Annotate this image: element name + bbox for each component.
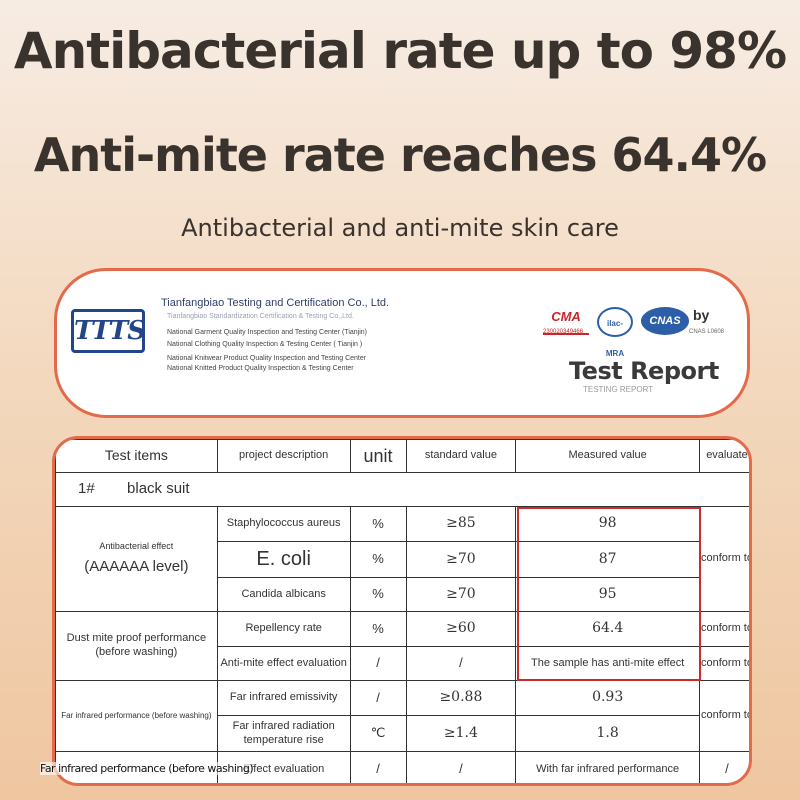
row-unit: / [349,680,407,716]
row-standard: ≥70 [405,541,517,578]
dust-mite-note: (before washing) [95,646,178,658]
row-standard: ≥60 [405,611,517,647]
org-line: National Knitted Product Quality Inspect… [167,365,354,372]
report-title: Test Report [569,357,719,385]
row-description: Anti-mite effect evaluation [216,646,351,681]
header-evaluate: evaluate [698,439,749,473]
cma-badge-icon: CMA [543,309,589,335]
header-measured-value: Measured value [515,439,700,473]
cma-number: 230020349466 [543,329,584,335]
subheading: Antibacterial and anti-mite skin care [181,214,619,242]
org-line: Tianfangbiao Standardization Certificati… [167,313,354,320]
table-row: Anti-mite effect evaluation / / The samp… [56,646,749,681]
table-row: Far infrared performance (before washing… [55,680,749,752]
row-unit: % [349,541,407,578]
row-evaluate: / [698,751,749,783]
row-description: Candida albicans [216,577,351,612]
row-measured: 0.93 [515,680,700,716]
header-unit: unit [349,439,407,473]
header-test-items: Test items [55,439,218,473]
row-measured: 98 [515,506,700,542]
row-unit: % [349,577,407,612]
row-measured: The sample has anti-mite effect [515,646,700,681]
tts-logo: TTTS [71,309,146,353]
row-description: Far infrared radiation temperature rise [216,715,351,752]
table-row: Effect evaluation / / With far infrared … [55,751,749,783]
by-label: by [693,307,710,323]
test-report-card: TTTS Tianfangbiao Testing and Certificat… [54,268,750,418]
results-table: Test items project description unit stan… [55,439,750,783]
row-standard: / [405,751,517,783]
table-row: Candida albicans % ≥70 95 [56,577,750,612]
row-standard: ≥70 [405,577,517,612]
dust-mite-label: Dust mite proof performance [66,632,207,645]
antibacterial-evaluate: conform to [698,506,749,612]
far-infrared-group-cell: Far infrared performance (before washing… [55,680,218,752]
sample-number: 1# [78,480,95,498]
header-standard-value: standard value [405,439,517,473]
dust-mite-evaluate-2: conform to [698,646,749,681]
report-subtitle: TESTING REPORT [583,385,654,394]
dust-mite-group-cell: Dust mite proof performance (before wash… [55,611,218,681]
org-line: National Clothing Quality Inspection & T… [167,341,363,348]
row-measured: 87 [515,541,700,578]
row-measured: With far infrared performance [515,751,700,783]
row-standard: ≥1.4 [405,715,517,752]
org-name: Tianfangbiao Testing and Certification C… [161,297,390,309]
row-standard: ≥85 [405,506,517,542]
row-measured: 1.8 [515,715,700,752]
row-unit: % [349,611,407,647]
last-row-label: Far infrared performance (before washing… [40,762,254,775]
cnas-number: CNAS L0608 [689,329,725,335]
row-unit: % [349,506,407,542]
sample-name: black suit [127,480,190,498]
org-line: National Garment Quality Inspection and … [167,329,367,336]
cnas-badge-icon: CNAS [641,307,689,335]
row-unit: / [349,751,407,783]
row-unit: / [349,646,407,681]
header-project-description: project description [216,439,351,473]
row-standard: / [405,646,517,681]
antibacterial-label: Antibacterial effect [99,541,174,551]
row-measured: 64.4 [515,611,700,647]
row-description: E. coli [216,541,351,578]
table-row: Antibacterial effect (AAAAAA level) Stap… [55,506,749,612]
table-row: E. coli % ≥70 87 [56,541,750,578]
antibacterial-group-cell: Antibacterial effect (AAAAAA level) [55,506,218,612]
dust-mite-evaluate: conform to [698,611,749,647]
row-measured: 95 [515,577,700,612]
antibacterial-level: (AAAAAA level) [84,558,189,576]
row-unit: ℃ [349,715,407,752]
ilac-mra-badge-icon: ilac-MRA [597,307,633,358]
table-header-row: Test items project description unit stan… [55,439,749,473]
table-row: Dust mite proof performance (before wash… [55,611,749,681]
sample-row: 1# black suit [55,472,749,507]
row-standard: ≥0.88 [405,680,517,716]
headline-anti-mite: Anti-mite rate reaches 64.4% [33,128,767,182]
far-infrared-evaluate: conform to [698,680,749,752]
row-description: Far infrared emissivity [216,680,351,716]
results-table-card: Test items project description unit stan… [52,436,752,786]
row-description: Repellency rate [216,611,351,647]
row-description: Effect evaluation [216,751,351,783]
headline-antibacterial: Antibacterial rate up to 98% [13,22,787,80]
org-line: National Knitwear Product Quality Inspec… [167,355,367,362]
row-description: Staphylococcus aureus [216,506,351,542]
